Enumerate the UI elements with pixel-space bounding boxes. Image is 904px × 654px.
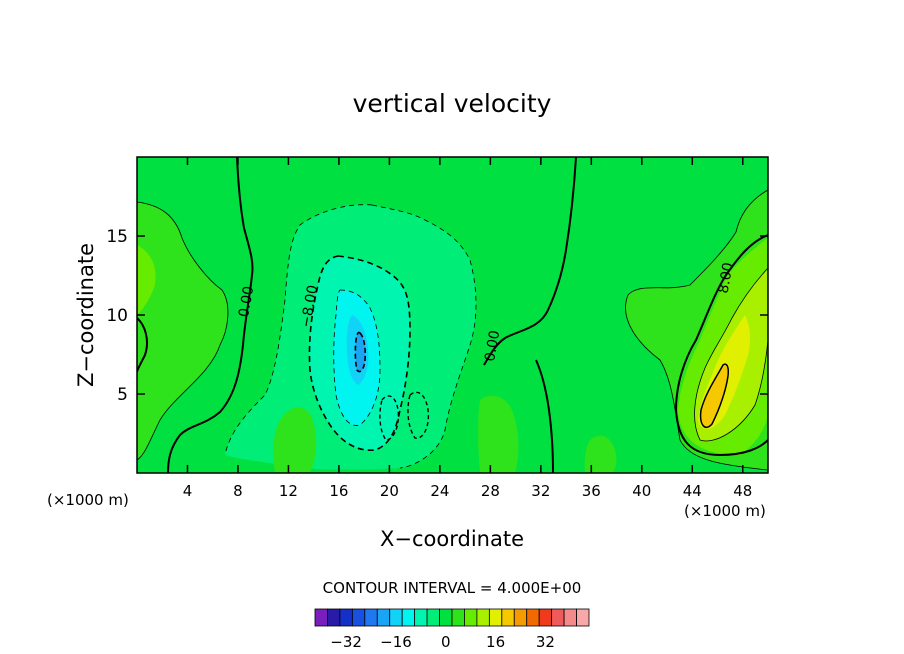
x-unit-right: (×1000 m) xyxy=(684,502,766,520)
contour-label: 0.00 xyxy=(482,329,503,362)
y-axis-label: Z−coordinate xyxy=(74,243,98,387)
thin-contour-left xyxy=(137,201,229,461)
contour-label: −8.00 xyxy=(298,284,321,329)
y-axis-ticks: 5 10 15 xyxy=(106,227,768,405)
x-tick-label: 44 xyxy=(683,482,702,500)
contour-label: 8.00 xyxy=(716,261,737,294)
colorbar-tick-label: −16 xyxy=(380,633,412,651)
colorbar-swatch xyxy=(401,608,416,627)
negative-peak-region xyxy=(355,332,366,372)
colorbar-swatch xyxy=(327,608,341,627)
bottom-positive-pocket-1 xyxy=(478,395,519,473)
x-tick-label: 24 xyxy=(430,482,449,500)
zero-contour-left-edge xyxy=(137,317,148,373)
colorbar-tick-label: 32 xyxy=(536,633,555,651)
colorbar-swatch xyxy=(526,608,540,627)
x-tick-label: 36 xyxy=(582,482,601,500)
colorbar-swatch xyxy=(488,608,503,627)
zero-contour-left xyxy=(167,157,254,473)
dashed-contour-minus-4 xyxy=(371,204,477,469)
colorbar-swatch xyxy=(563,608,577,627)
left-positive-core xyxy=(137,245,156,315)
x-tick-label: 4 xyxy=(183,482,193,500)
x-axis-ticks: 4 8 12 16 20 24 28 32 36 40 44 48 xyxy=(183,157,752,500)
zero-contour-bottom xyxy=(535,359,554,473)
y-tick-label: 15 xyxy=(106,227,128,247)
colorbar-swatch xyxy=(414,608,428,627)
dashed-contour-bottom-cells xyxy=(379,391,430,441)
colorbar-swatch xyxy=(451,608,465,627)
colorbar-swatch xyxy=(426,608,440,627)
x-tick-label: 16 xyxy=(329,482,348,500)
x-tick-label: 12 xyxy=(279,482,298,500)
colorbar-swatch xyxy=(576,608,590,627)
colorbar-swatch xyxy=(551,608,565,627)
colorbar-tick-label: 0 xyxy=(441,633,451,651)
colorbar-swatch xyxy=(389,608,403,627)
colorbar-swatch xyxy=(376,608,391,627)
right-positive-max xyxy=(700,364,729,428)
dashed-contour-minus-16 xyxy=(354,331,367,373)
x-tick-label: 28 xyxy=(481,482,500,500)
contour-right-peak xyxy=(699,363,729,429)
thin-contour-right xyxy=(625,189,768,471)
plot-field xyxy=(137,157,768,473)
zero-contour-right xyxy=(674,234,768,457)
y-tick-label: 5 xyxy=(117,385,128,405)
zero-contour-center xyxy=(483,157,577,366)
thin-contour-right-inner xyxy=(694,267,768,442)
colorbar-tick-label: −32 xyxy=(330,633,362,651)
chart-title: vertical velocity xyxy=(353,89,552,118)
colorbar-swatch xyxy=(476,608,490,627)
colorbar-tick-label: 16 xyxy=(486,633,505,651)
dashed-contour-minus-8 xyxy=(308,255,411,451)
x-tick-label: 20 xyxy=(380,482,399,500)
contour-labels: 0.00 −8.00 0.00 8.00 xyxy=(236,261,737,362)
x-axis-label: X−coordinate xyxy=(380,527,524,551)
colorbar-swatch xyxy=(351,608,366,627)
left-positive-region xyxy=(137,202,228,460)
colorbar-swatch xyxy=(339,608,353,627)
dashed-contour-minus-4-left xyxy=(224,204,373,456)
bottom-positive-pocket-3 xyxy=(584,435,617,473)
colorbar-swatch xyxy=(513,608,528,627)
colorbar-swatch xyxy=(464,608,478,627)
contour-label: 0.00 xyxy=(236,285,257,318)
colorbar-tick-labels: −32 −16 0 16 32 xyxy=(330,633,555,651)
colorbar-swatch xyxy=(538,608,553,627)
colorbar xyxy=(314,608,590,627)
bottom-positive-pocket-2 xyxy=(273,407,317,473)
x-tick-label: 40 xyxy=(632,482,651,500)
x-tick-label: 8 xyxy=(233,482,243,500)
y-tick-label: 10 xyxy=(106,306,128,326)
x-tick-label: 32 xyxy=(531,482,550,500)
colorbar-swatch xyxy=(501,608,515,627)
x-unit-left: (×1000 m) xyxy=(47,491,129,509)
dashed-contour-minus-12 xyxy=(333,289,381,426)
colorbar-swatch xyxy=(364,608,378,627)
colorbar-swatch xyxy=(439,608,453,627)
colorbar-swatch xyxy=(314,608,328,627)
x-tick-label: 48 xyxy=(733,482,752,500)
contour-interval-text: CONTOUR INTERVAL = 4.000E+00 xyxy=(323,579,582,597)
